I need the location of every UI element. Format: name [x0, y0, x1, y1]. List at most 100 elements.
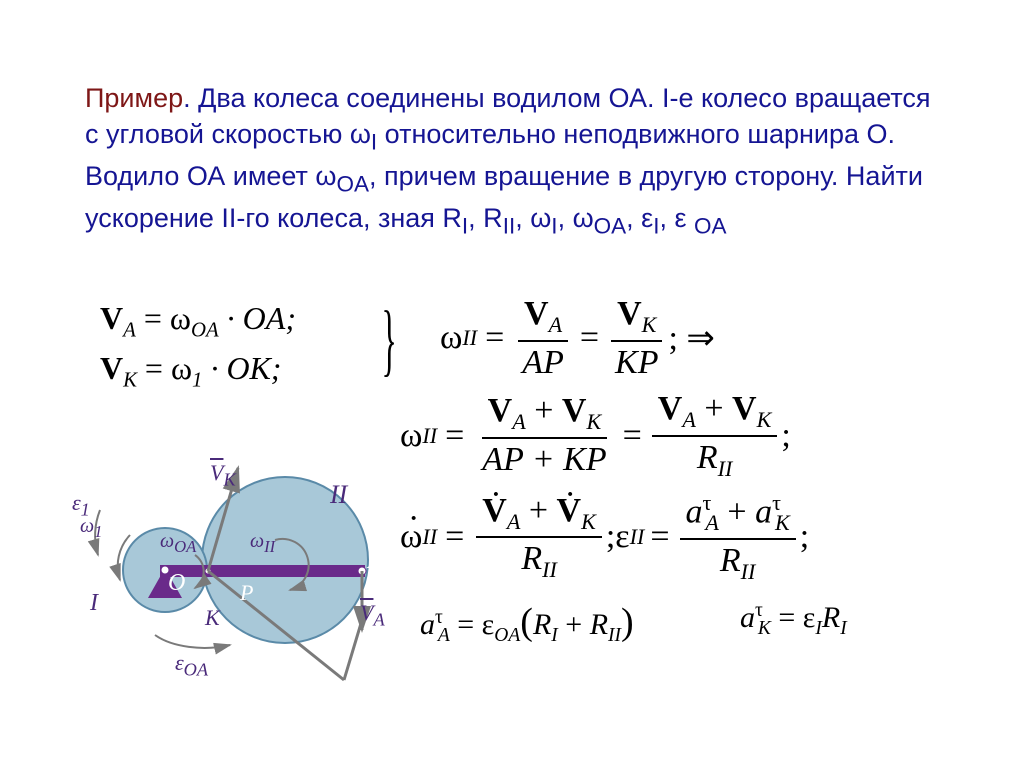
- l5-rs: I: [840, 618, 847, 639]
- eq-va-midsub: OA: [191, 318, 219, 341]
- label-va: VA: [360, 600, 385, 630]
- label-vk: VK: [210, 460, 236, 490]
- omega2: ω: [400, 417, 422, 455]
- label-i: I: [90, 590, 98, 617]
- eq-va-right: · OA;: [219, 300, 296, 336]
- problem-s8: OA: [694, 213, 727, 238]
- problem-p5: , ω: [515, 203, 551, 233]
- mechanics-diagram: VK II ε1 ω1 ωOA ωII A O I P K VA εOA: [60, 460, 410, 710]
- problem-s4: II: [503, 213, 516, 238]
- l2b-rs: II: [718, 456, 733, 481]
- l3-vks: K: [581, 508, 596, 533]
- l3-plus: +: [520, 492, 556, 529]
- loii: ω: [250, 530, 264, 552]
- l3-r: R: [521, 540, 542, 577]
- eq-omega-ii-1: ωII = VA AP = VK KP ; ⇒: [440, 295, 715, 382]
- eq-aA-tau: aτA = εOA(RI + RII): [420, 600, 634, 647]
- l2-va: V: [488, 392, 513, 429]
- eq-omega-ii-2: ωII = VA + VK AP + KP = VA + VK RII ;: [400, 390, 791, 482]
- problem-statement: Пример. Два колеса соединены водилом ОА.…: [85, 80, 935, 242]
- l2b-vk: V: [732, 390, 757, 427]
- l3-plus2: +: [719, 493, 755, 530]
- label-omega1: ω1: [80, 515, 102, 542]
- l3-eps-sub: II: [630, 524, 645, 550]
- example-title: Пример: [85, 83, 183, 113]
- l3-aks: K: [775, 510, 790, 535]
- l4-ri: R: [533, 608, 551, 641]
- loii-s: II: [264, 537, 275, 556]
- lvk: V: [210, 460, 223, 485]
- eq-vk-v: V: [100, 350, 123, 386]
- l5-a: a: [740, 601, 755, 634]
- label-omega-oa: ωOA: [160, 530, 196, 557]
- l2b-plus: +: [696, 390, 732, 427]
- eq-vk-sub: К: [123, 369, 137, 392]
- label-p: P: [240, 580, 253, 606]
- lo1-s: 1: [94, 522, 102, 541]
- l3-rs: II: [542, 557, 557, 582]
- eq-va: VA = ωOA · OA;: [100, 300, 296, 342]
- eq-vk-midsub: 1: [192, 369, 202, 392]
- problem-p4: , R: [468, 203, 503, 233]
- lo1: ω: [80, 515, 94, 537]
- l2b-vas: A: [682, 407, 696, 432]
- l3-ak: a: [755, 493, 772, 530]
- leoa: ε: [175, 650, 184, 675]
- l5-eq: = ε: [771, 601, 816, 634]
- l4-plus: +: [558, 608, 590, 641]
- l3b-r: R: [720, 542, 741, 579]
- lva-s: A: [373, 609, 384, 629]
- brace-icon: }: [382, 295, 397, 386]
- implies: ; ⇒: [668, 318, 714, 358]
- l5-r: R: [822, 601, 840, 634]
- looa: ω: [160, 530, 174, 552]
- vk-n: V: [617, 295, 642, 332]
- eq-va-mid: = ω: [136, 300, 191, 336]
- problem-s6: OA: [594, 213, 627, 238]
- l2b-vks: K: [757, 407, 772, 432]
- l4-a: a: [420, 608, 435, 641]
- l5-as: K: [758, 618, 771, 639]
- l4-pc: ): [621, 601, 634, 643]
- l4-riis: II: [608, 625, 621, 646]
- eq-aK-tau: aτK = εIRI: [740, 600, 847, 640]
- eq-vk-right: · OК;: [202, 350, 281, 386]
- label-omega-ii: ωII: [250, 530, 275, 557]
- l3-vas: A: [507, 508, 521, 533]
- leoa-s: OA: [184, 659, 208, 679]
- odot-sub: II: [422, 524, 437, 550]
- label-a: A: [368, 548, 383, 575]
- l3-semi: ;: [800, 518, 809, 556]
- omega-sub: II: [462, 325, 477, 351]
- eq-omegadot: ·ωII = ·VA + ·VK RII ;εII = aτA + aτK RI…: [400, 490, 809, 585]
- l3-aas: A: [705, 510, 719, 535]
- problem-p8: , ε: [659, 203, 694, 233]
- label-ii: II: [330, 480, 347, 510]
- velocity-equations: VA = ωOA · OA; VК = ω1 · OК;: [100, 300, 296, 393]
- eq-va-sub: A: [123, 318, 136, 341]
- l2-apkp: AP + KP: [476, 439, 612, 479]
- kp-d: KP: [609, 342, 664, 382]
- l4-rii: R: [590, 608, 608, 641]
- lvk-s: K: [223, 469, 235, 489]
- problem-p7: , ε: [626, 203, 653, 233]
- eq-vk: VК = ω1 · OК;: [100, 350, 296, 392]
- l2-plus1: +: [526, 392, 562, 429]
- label-eps-oa: εOA: [175, 650, 208, 680]
- eq-vk-mid: = ω: [137, 350, 192, 386]
- va-ns: A: [549, 312, 563, 337]
- l2-vks: K: [586, 409, 601, 434]
- problem-s2: OA: [337, 172, 370, 197]
- l4-as: A: [438, 625, 450, 646]
- label-o: O: [168, 570, 185, 597]
- l2-semi: ;: [781, 417, 790, 455]
- l3-aa: a: [686, 493, 703, 530]
- l3-eps: ;ε: [606, 518, 630, 556]
- looa-s: OA: [174, 537, 196, 556]
- l4-po: (: [520, 601, 533, 643]
- l4-eq: = ε: [450, 608, 495, 641]
- ap-d: AP: [516, 342, 570, 382]
- l2-vk: V: [562, 392, 587, 429]
- problem-p6: , ω: [558, 203, 594, 233]
- l3b-rs: II: [741, 559, 756, 584]
